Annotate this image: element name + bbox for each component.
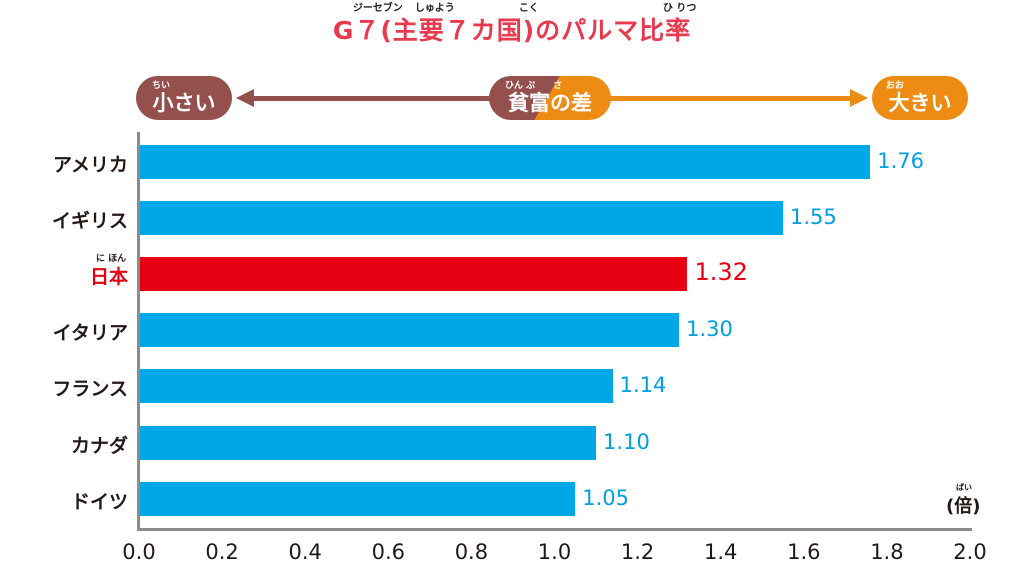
legend-big-ruby: おお <box>886 81 905 91</box>
legend-middle-label: 貧富の差 <box>508 91 592 115</box>
x-tick-label: 0.2 <box>205 540 239 564</box>
category-label: カナダ <box>70 434 128 457</box>
arrow-right-icon <box>850 89 868 107</box>
title-ruby-3: ひ りつ <box>662 3 697 14</box>
legend-small-pill: ちい 小さい <box>136 76 232 120</box>
category-label: アメリカ <box>52 154 128 176</box>
x-tick-label: 0.0 <box>122 540 156 564</box>
legend-middle-pill: ひん ぷ さ 貧富の差 <box>489 76 611 120</box>
bar-row: イギリス 1.55 <box>0 201 1024 236</box>
value-label: 1.32 <box>694 258 748 287</box>
bar-row: アメリカ 1.76 <box>0 145 1024 179</box>
bar <box>140 369 613 404</box>
title-text: G７(主要７カ国)のパルマ比率 <box>332 16 692 45</box>
chart-title: ジーセブン しゅよう こく ひ りつ G７(主要７カ国)のパルマ比率 <box>332 3 697 45</box>
bar-row: イタリア 1.30 <box>0 313 1024 348</box>
title-ruby-1: しゅよう <box>414 3 455 14</box>
bar <box>140 145 871 179</box>
x-tick-label: 1.6 <box>787 540 821 564</box>
title-ruby-0: ジーセブン <box>352 3 403 14</box>
arrow-right-line <box>608 96 852 101</box>
scale-legend: ちい 小さい ひん ぷ さ 貧富の差 おお 大きい <box>0 76 1024 122</box>
bar <box>140 313 680 348</box>
bar-row: に ほん 日本 1.32 <box>0 254 1024 292</box>
legend-big-label: 大きい <box>888 91 952 115</box>
bar <box>140 481 576 516</box>
bar-row: ドイツ 1.05 <box>0 481 1024 516</box>
category-label: イタリア <box>52 322 128 345</box>
value-label: 1.30 <box>686 317 733 342</box>
unit-text: (倍) <box>946 496 981 517</box>
x-tick-label: 1.0 <box>537 540 572 564</box>
title-ruby-2: こく <box>518 3 539 14</box>
legend-small-ruby: ちい <box>152 81 171 91</box>
y-axis-line <box>137 132 140 531</box>
category-ruby: に ほん <box>95 254 127 265</box>
bar <box>140 257 688 292</box>
unit-ruby: ばい <box>956 483 972 492</box>
unit-label: ばい (倍) <box>946 483 981 518</box>
bar <box>140 425 597 460</box>
chart-title-wrap: ジーセブン しゅよう こく ひ りつ G７(主要７カ国)のパルマ比率 <box>0 3 1024 45</box>
bar-row: フランス 1.14 <box>0 369 1024 404</box>
x-tick-label: 0.6 <box>371 540 405 564</box>
arrow-left-icon <box>236 89 254 107</box>
value-label: 1.14 <box>619 373 667 398</box>
value-label: 1.76 <box>877 149 925 173</box>
category-label: ドイツ <box>70 490 128 513</box>
category-label: に ほん 日本 <box>90 254 128 289</box>
legend-middle-ruby: ひん ぷ さ <box>505 81 563 91</box>
x-tick-label: 2.0 <box>953 540 987 564</box>
value-label: 1.10 <box>603 429 650 454</box>
bar-row: カナダ 1.10 <box>0 425 1024 460</box>
category-label: フランス <box>52 378 128 401</box>
legend-small-label: 小さい <box>152 91 216 115</box>
x-tick-label: 0.8 <box>454 540 489 564</box>
value-label: 1.05 <box>582 485 630 510</box>
x-tick-label: 1.4 <box>703 540 738 564</box>
bar <box>140 201 784 236</box>
x-tick-label: 1.8 <box>870 540 904 564</box>
x-tick-label: 1.2 <box>620 540 655 564</box>
x-tick-label: 0.4 <box>288 540 322 564</box>
category-label: イギリス <box>51 210 128 233</box>
x-axis-line <box>137 528 972 531</box>
arrow-left-line <box>252 96 492 101</box>
value-label: 1.55 <box>790 205 837 230</box>
legend-big-pill: おお 大きい <box>872 76 968 120</box>
